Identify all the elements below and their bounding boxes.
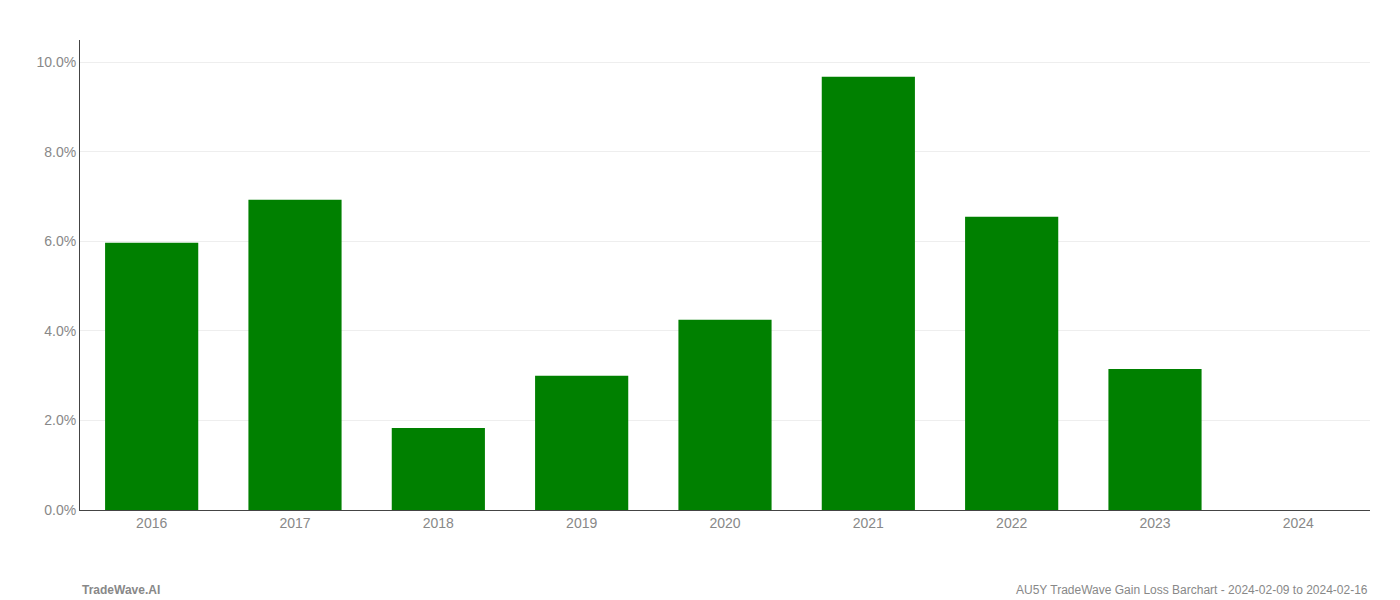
svg-text:2023: 2023	[1139, 515, 1170, 531]
svg-text:8.0%: 8.0%	[44, 144, 76, 160]
svg-text:2020: 2020	[709, 515, 740, 531]
svg-text:AU5Y TradeWave Gain Loss Barch: AU5Y TradeWave Gain Loss Barchart - 2024…	[1016, 583, 1368, 597]
svg-text:0.0%: 0.0%	[44, 502, 76, 518]
svg-text:TradeWave.AI: TradeWave.AI	[82, 583, 160, 597]
svg-text:2.0%: 2.0%	[44, 412, 76, 428]
svg-text:2022: 2022	[996, 515, 1027, 531]
svg-text:2017: 2017	[279, 515, 310, 531]
svg-text:4.0%: 4.0%	[44, 323, 76, 339]
svg-text:2019: 2019	[566, 515, 597, 531]
svg-text:2018: 2018	[423, 515, 454, 531]
svg-text:2024: 2024	[1283, 515, 1314, 531]
svg-text:6.0%: 6.0%	[44, 233, 76, 249]
svg-text:2021: 2021	[853, 515, 884, 531]
svg-text:2016: 2016	[136, 515, 167, 531]
svg-text:10.0%: 10.0%	[36, 54, 76, 70]
